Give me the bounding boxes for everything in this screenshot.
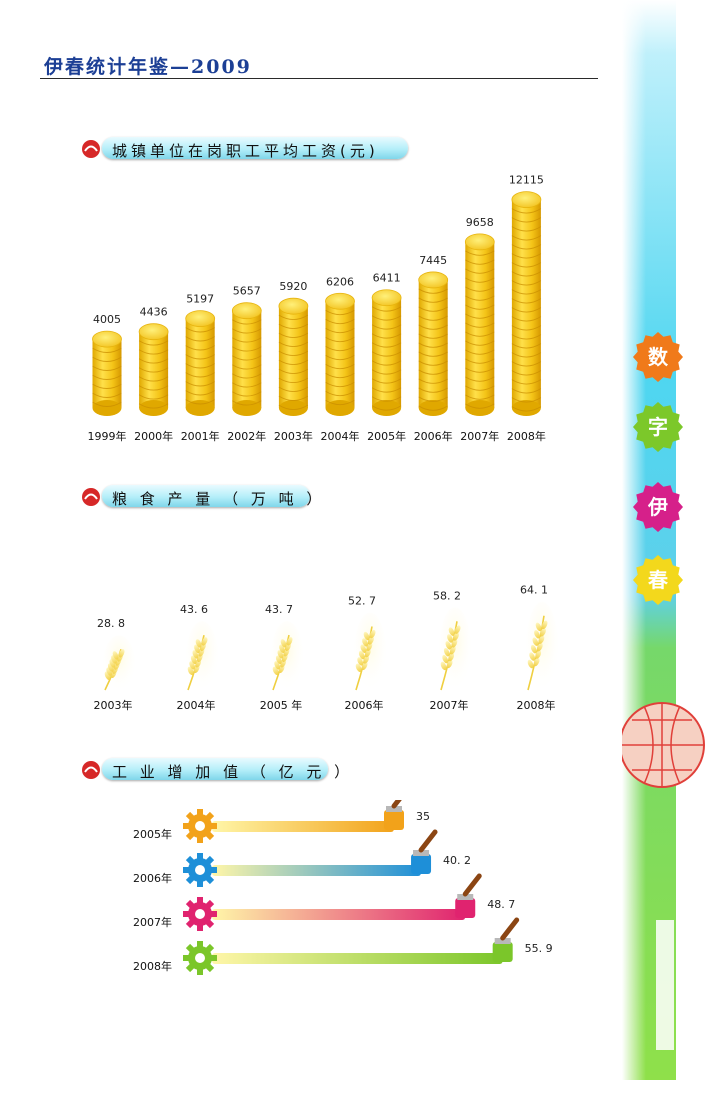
value-label: 5920 bbox=[279, 280, 307, 293]
gear-icon bbox=[183, 809, 217, 843]
value-label: 9658 bbox=[466, 216, 494, 229]
value-label: 6411 bbox=[373, 272, 401, 285]
header-rule bbox=[40, 78, 598, 79]
industry-brush-chart: 35 2005年 40. 2 2006年 48. 7 2007年 55. 9 2008年 bbox=[133, 800, 553, 975]
year-label: 2003年 bbox=[94, 698, 133, 712]
coin-stack bbox=[418, 271, 449, 416]
coin-stack bbox=[278, 297, 309, 416]
side-label-text: 春 bbox=[647, 568, 669, 592]
red-dot-icon bbox=[82, 140, 100, 158]
globe-icon bbox=[622, 702, 705, 788]
year-label: 2006年 bbox=[133, 871, 172, 885]
industry-chart-title: 工 业 增 加 值 （ 亿 元 ） bbox=[112, 763, 354, 781]
value-label: 64. 1 bbox=[520, 584, 548, 597]
gear-icon bbox=[183, 897, 217, 931]
coin-stack bbox=[371, 289, 402, 416]
side-label-text: 数 bbox=[648, 345, 669, 369]
brush-bar bbox=[183, 800, 404, 843]
year-label: 2003年 bbox=[274, 429, 313, 443]
value-label: 35 bbox=[416, 810, 430, 823]
coin-stack bbox=[138, 323, 169, 416]
year-label: 2004年 bbox=[321, 429, 360, 443]
wheat-ear-icon bbox=[526, 601, 558, 692]
value-label: 52. 7 bbox=[348, 595, 376, 608]
value-label: 5657 bbox=[233, 285, 261, 298]
year-label: 2006年 bbox=[414, 429, 453, 443]
grain-wheat-chart: 28. 8 2003年 43. 6 2004年 43. 7 2005 年 52. 7 2006… bbox=[94, 584, 558, 712]
year-label: 2005年 bbox=[133, 827, 172, 841]
year-label: 2005 年 bbox=[260, 698, 303, 712]
value-label: 12115 bbox=[509, 174, 544, 187]
wheat-ear-icon bbox=[103, 635, 135, 692]
coin-stack bbox=[325, 292, 355, 416]
wage-chart-title: 城镇单位在岗职工平均工资(元) bbox=[112, 142, 379, 160]
year-label: 2007年 bbox=[430, 698, 469, 712]
wheat-ear-icon bbox=[354, 612, 386, 692]
year-label: 2005年 bbox=[367, 429, 406, 443]
value-label: 28. 8 bbox=[97, 617, 125, 630]
gear-icon bbox=[183, 853, 217, 887]
industry-section-banner: 工 业 增 加 值 （ 亿 元 ） bbox=[80, 757, 349, 783]
year-label: 1999年 bbox=[88, 429, 127, 443]
side-label-badge: 春 bbox=[633, 555, 683, 605]
side-label-badge: 伊 bbox=[633, 482, 683, 532]
wheat-ear-icon bbox=[271, 621, 303, 692]
gear-icon bbox=[183, 941, 217, 975]
side-label-text: 伊 bbox=[647, 495, 668, 519]
year-label: 2000年 bbox=[134, 429, 173, 443]
value-label: 6206 bbox=[326, 275, 354, 288]
wage-section-banner: 城镇单位在岗职工平均工资(元) bbox=[80, 136, 410, 162]
coin-stack bbox=[185, 310, 216, 416]
value-label: 4005 bbox=[93, 313, 121, 326]
side-label-badge: 字 bbox=[633, 402, 683, 452]
page-header-title: 伊春统计年鉴—2009 bbox=[44, 56, 252, 78]
value-label: 4436 bbox=[140, 306, 168, 319]
year-label: 2008年 bbox=[517, 698, 556, 712]
coin-stack bbox=[92, 330, 122, 416]
year-label: 2006年 bbox=[345, 698, 384, 712]
value-label: 58. 2 bbox=[433, 589, 461, 602]
wheat-ear-icon bbox=[439, 607, 471, 692]
year-label: 2004年 bbox=[177, 698, 216, 712]
value-label: 43. 6 bbox=[180, 603, 208, 616]
brush-bar bbox=[183, 917, 520, 975]
wage-coin-chart: 4005 1999年 4436 2000年 5197 2001年 5657 2002年 5920… bbox=[88, 174, 546, 443]
year-label: 2008年 bbox=[507, 429, 546, 443]
value-label: 40. 2 bbox=[443, 854, 471, 867]
year-label: 2001年 bbox=[181, 429, 220, 443]
wheat-ear-icon bbox=[186, 621, 218, 692]
year-label: 2008年 bbox=[133, 959, 172, 973]
red-dot-icon bbox=[82, 488, 100, 506]
value-label: 43. 7 bbox=[265, 603, 293, 616]
grain-chart-title: 粮 食 产 量 （ 万 吨 ） bbox=[112, 490, 326, 508]
coin-stack bbox=[464, 233, 495, 416]
value-label: 7445 bbox=[419, 254, 447, 267]
year-label: 2007年 bbox=[133, 915, 172, 929]
value-label: 5197 bbox=[186, 293, 214, 306]
year-label: 2007年 bbox=[460, 429, 499, 443]
side-label-badge: 数 bbox=[633, 332, 683, 382]
side-label-text: 字 bbox=[648, 415, 668, 439]
coin-stack bbox=[511, 191, 542, 416]
value-label: 48. 7 bbox=[487, 898, 515, 911]
value-label: 55. 9 bbox=[525, 942, 553, 955]
year-label: 2002年 bbox=[227, 429, 266, 443]
red-dot-icon bbox=[82, 761, 100, 779]
grain-section-banner: 粮 食 产 量 （ 万 吨 ） bbox=[80, 484, 321, 510]
brush-bar bbox=[183, 829, 438, 887]
coin-stack bbox=[231, 302, 262, 416]
brush-bar bbox=[183, 873, 482, 931]
